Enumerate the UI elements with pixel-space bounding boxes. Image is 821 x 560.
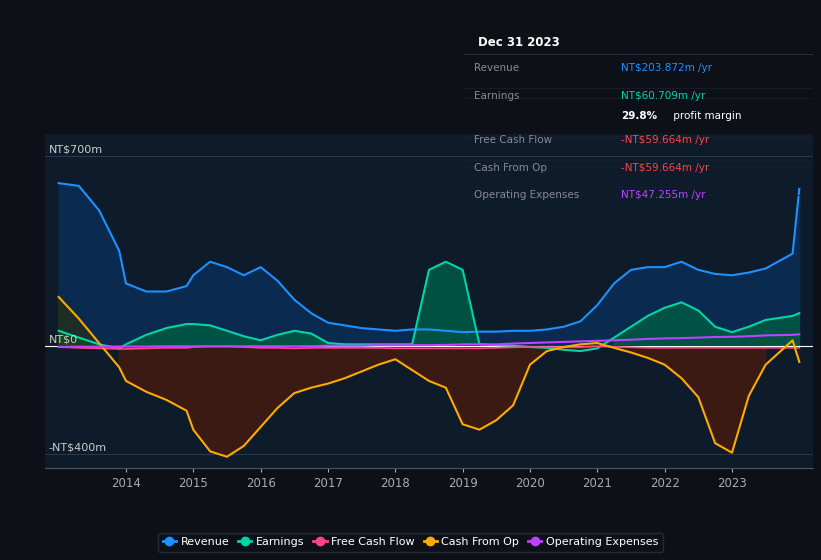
Text: -NT$59.664m /yr: -NT$59.664m /yr bbox=[621, 162, 709, 172]
Text: -NT$400m: -NT$400m bbox=[48, 442, 107, 452]
Text: NT$0: NT$0 bbox=[48, 334, 78, 344]
Text: Earnings: Earnings bbox=[475, 91, 520, 101]
Text: NT$47.255m /yr: NT$47.255m /yr bbox=[621, 190, 705, 200]
Text: NT$700m: NT$700m bbox=[48, 144, 103, 155]
Text: Operating Expenses: Operating Expenses bbox=[475, 190, 580, 200]
Text: NT$203.872m /yr: NT$203.872m /yr bbox=[621, 63, 712, 73]
Text: -NT$59.664m /yr: -NT$59.664m /yr bbox=[621, 135, 709, 144]
Text: 29.8%: 29.8% bbox=[621, 111, 657, 121]
Text: profit margin: profit margin bbox=[670, 111, 741, 121]
Text: Cash From Op: Cash From Op bbox=[475, 162, 548, 172]
Text: Revenue: Revenue bbox=[475, 63, 520, 73]
Text: Free Cash Flow: Free Cash Flow bbox=[475, 135, 553, 144]
Legend: Revenue, Earnings, Free Cash Flow, Cash From Op, Operating Expenses: Revenue, Earnings, Free Cash Flow, Cash … bbox=[158, 533, 663, 552]
Text: NT$60.709m /yr: NT$60.709m /yr bbox=[621, 91, 705, 101]
Text: Dec 31 2023: Dec 31 2023 bbox=[478, 36, 560, 49]
